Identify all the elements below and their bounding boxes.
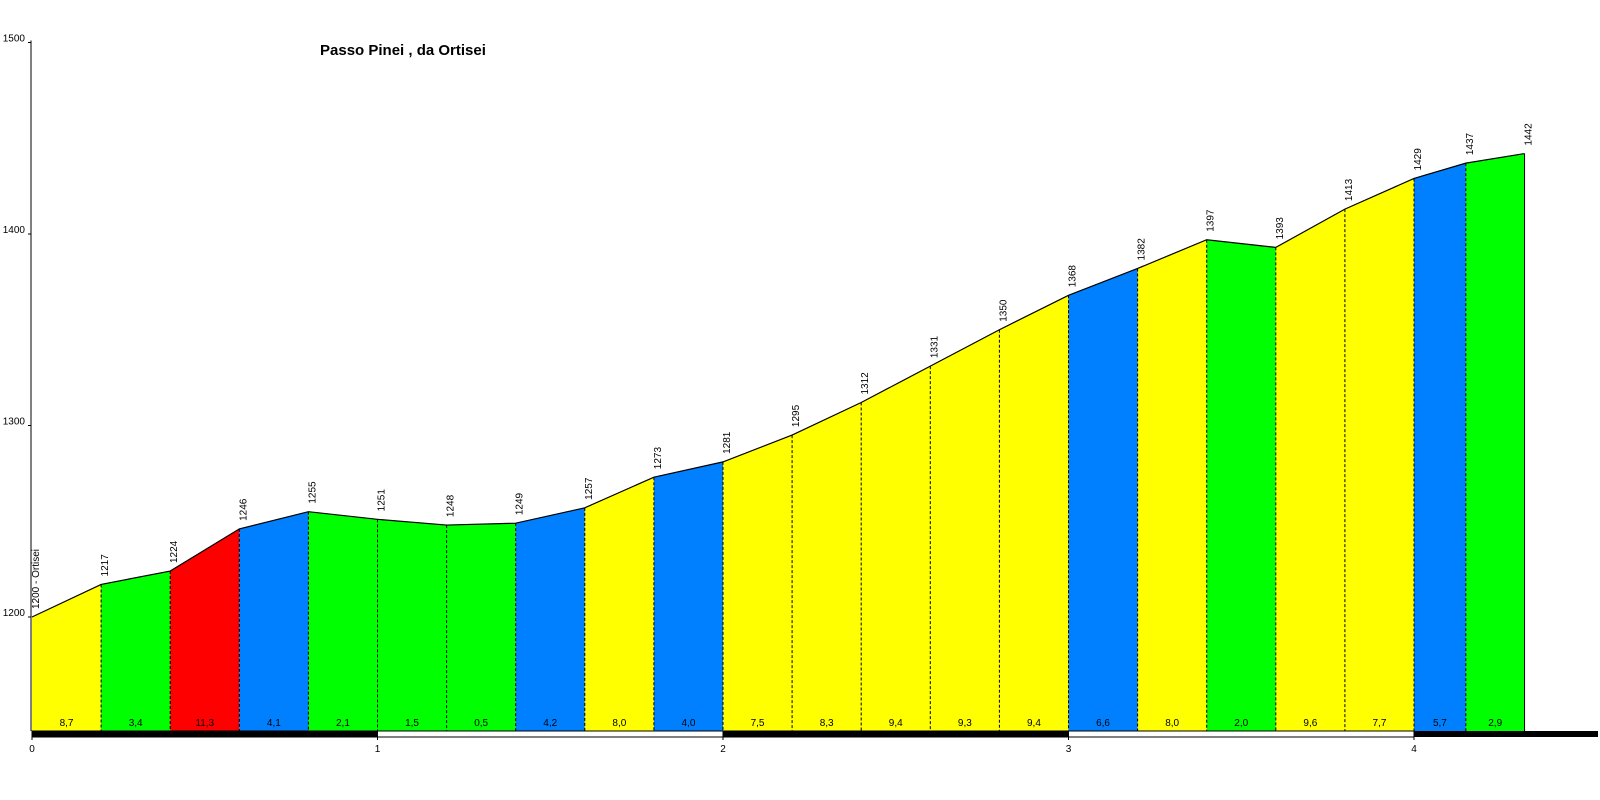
scale-block xyxy=(1068,730,1415,738)
elevation-label: 1393 xyxy=(1275,217,1286,240)
grade-segment xyxy=(1414,163,1466,731)
grade-label: 2,9 xyxy=(1488,718,1502,729)
elevation-label: 1281 xyxy=(722,431,733,454)
grade-label: 9,3 xyxy=(958,718,972,729)
segment-dividers xyxy=(100,153,1526,731)
grade-label: 9,6 xyxy=(1303,718,1317,729)
axes: 1200 1300 1400 1500 0 1 2 3 4 xyxy=(3,34,1598,755)
grade-segment xyxy=(446,523,516,731)
grade-segment xyxy=(999,295,1069,731)
chart-title: Passo Pinei , da Ortisei xyxy=(320,42,486,59)
elevation-label: 1273 xyxy=(653,447,664,470)
grade-label: 8,0 xyxy=(1165,718,1179,729)
elevation-label: 1295 xyxy=(791,404,802,427)
y-tick-label: 1500 xyxy=(3,34,26,45)
elevation-label: 1255 xyxy=(307,481,318,504)
elevation-label: 1437 xyxy=(1465,132,1476,155)
elevation-label: 1251 xyxy=(377,489,388,512)
elevation-label: 1413 xyxy=(1344,178,1355,201)
grade-label: 8,7 xyxy=(60,718,74,729)
elevation-label: 1257 xyxy=(584,477,595,500)
grade-label: 2,1 xyxy=(336,718,350,729)
scale-block xyxy=(722,730,1069,738)
x-tick-label: 3 xyxy=(1066,744,1072,755)
grade-label: 3,4 xyxy=(129,718,143,729)
scale-block xyxy=(31,730,378,738)
elevation-label: 1350 xyxy=(998,299,1009,322)
x-tick-label: 0 xyxy=(29,744,35,755)
elevation-label: 1249 xyxy=(515,492,526,515)
y-tick-label: 1400 xyxy=(3,225,26,236)
elevation-label: 1246 xyxy=(238,498,249,521)
elevation-label: 1312 xyxy=(860,372,871,395)
grade-label: 5,7 xyxy=(1433,718,1447,729)
grade-label: 4,2 xyxy=(543,718,557,729)
grade-segment xyxy=(792,402,862,731)
grade-segment xyxy=(723,435,793,731)
grade-segment xyxy=(1465,153,1525,731)
elevation-label: 1200 - Ortisei xyxy=(31,549,42,609)
grade-segment xyxy=(1068,268,1138,731)
elevation-label: 1368 xyxy=(1068,265,1079,288)
grade-segment xyxy=(1137,239,1207,731)
grade-segment xyxy=(861,366,931,731)
grade-label: 11,3 xyxy=(195,718,214,729)
grade-segment xyxy=(308,511,378,731)
grade-segments xyxy=(32,153,1525,732)
elevation-label: 1248 xyxy=(446,494,457,517)
y-tick-label: 1200 xyxy=(3,608,26,619)
grade-label: 2,0 xyxy=(1234,718,1248,729)
elevation-label: 1331 xyxy=(929,335,940,358)
grade-segment xyxy=(32,584,102,731)
grade-labels: 8,7 3,4 11,3 4,1 2,1 1,5 0,5 4,2 8,0 4,0 7,5 8,3 9,4… xyxy=(60,718,1503,729)
grade-segment xyxy=(1275,209,1345,732)
x-tick-label: 4 xyxy=(1411,744,1417,755)
grade-segment xyxy=(930,329,1000,731)
elevation-label: 1429 xyxy=(1413,148,1424,171)
elevation-label: 1217 xyxy=(100,554,111,577)
grade-label: 7,7 xyxy=(1372,718,1386,729)
scale-block xyxy=(377,730,724,738)
elevation-label: 1224 xyxy=(169,540,180,563)
grade-label: 0,5 xyxy=(474,718,488,729)
grade-segment xyxy=(170,528,240,731)
grade-label: 4,0 xyxy=(681,718,695,729)
profile-outline xyxy=(31,152,1525,618)
scale-block xyxy=(1414,731,1598,737)
grade-label: 7,5 xyxy=(751,718,765,729)
profile-line xyxy=(31,152,1525,618)
grade-segment xyxy=(584,477,654,731)
grade-label: 1,5 xyxy=(405,718,419,729)
grade-segment xyxy=(1206,239,1276,731)
grade-segment xyxy=(515,507,585,731)
grade-segment xyxy=(239,511,309,731)
elevation-label: 1382 xyxy=(1137,238,1148,261)
grade-segment xyxy=(377,519,447,731)
x-tick-label: 2 xyxy=(720,744,726,755)
x-tick-label: 1 xyxy=(375,744,381,755)
grade-segment xyxy=(1344,178,1414,732)
grade-segment xyxy=(101,571,171,731)
grade-segment xyxy=(653,461,723,731)
elevation-label: 1442 xyxy=(1524,123,1535,146)
elevation-label: 1397 xyxy=(1206,209,1217,232)
grade-label: 8,3 xyxy=(820,718,834,729)
grade-label: 9,4 xyxy=(1027,718,1041,729)
grade-label: 6,6 xyxy=(1096,718,1110,729)
grade-label: 8,0 xyxy=(612,718,626,729)
elevation-labels: 1200 - Ortisei 1217 1224 1246 1255 1251 1248 12… xyxy=(31,123,1535,609)
grade-label: 4,1 xyxy=(267,718,281,729)
y-tick-label: 1300 xyxy=(3,417,26,428)
grade-label: 9,4 xyxy=(889,718,903,729)
